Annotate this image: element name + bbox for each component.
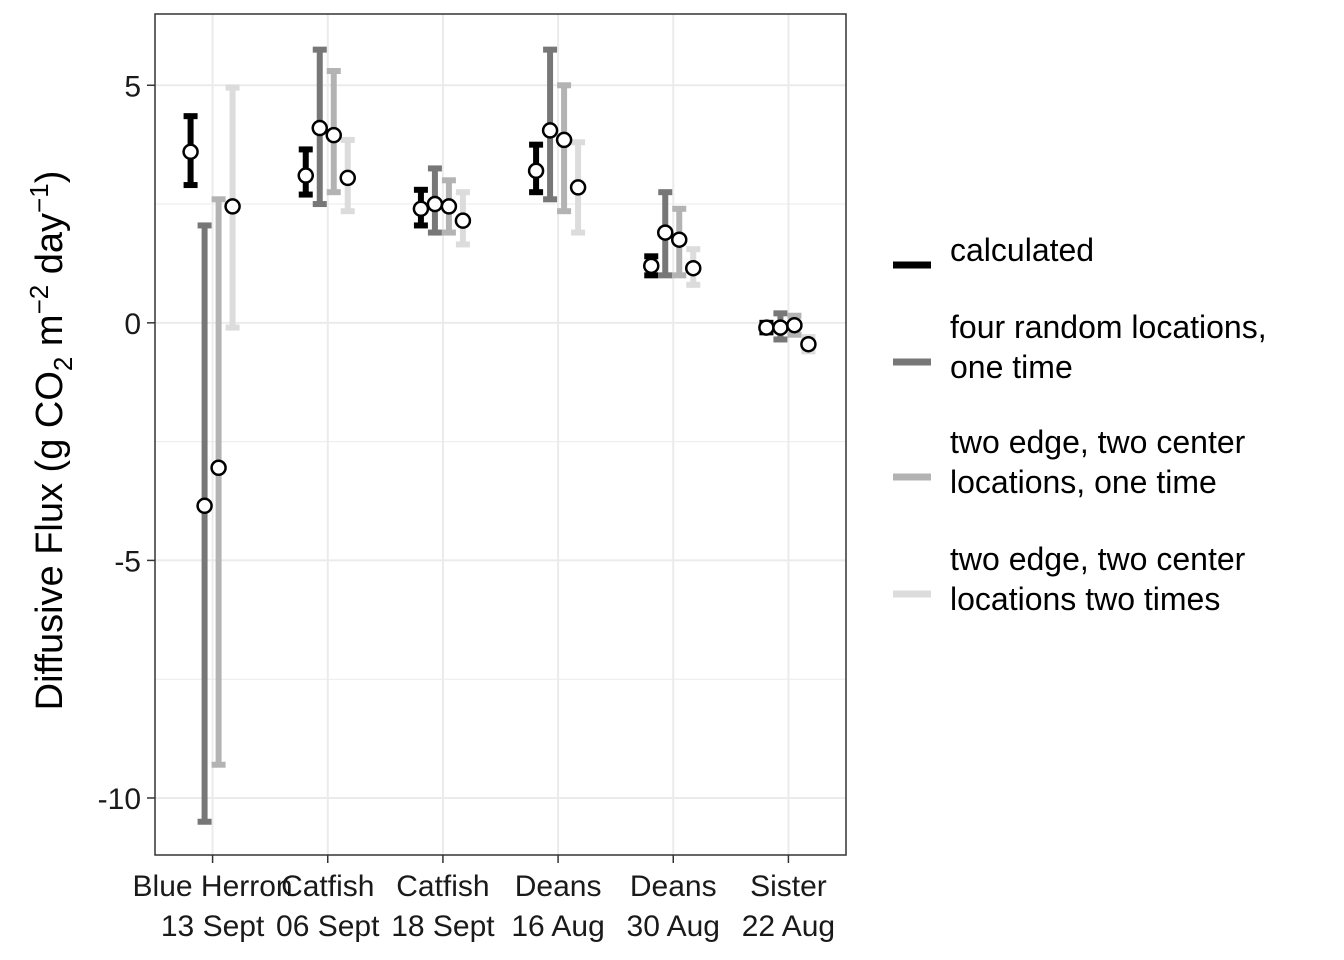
y-tick-label: -5 [114, 545, 141, 578]
mean-point [671, 231, 688, 248]
mean-point [786, 316, 803, 334]
x-tick-label: 16 Aug [511, 910, 604, 943]
mean-point [772, 319, 789, 336]
mean-point [685, 259, 702, 277]
mean-point [800, 335, 817, 353]
x-tick-label: Catfish [396, 870, 489, 903]
error-bars [182, 46, 817, 825]
mean-point [569, 179, 587, 196]
mean-point [643, 257, 660, 275]
mean-point [339, 169, 356, 187]
mean-point [657, 224, 674, 241]
grid-lines [155, 14, 846, 855]
mean-point [182, 143, 199, 161]
panel-border [154, 13, 847, 856]
mean-point [325, 126, 342, 144]
mean-point [454, 212, 472, 229]
axes: 5 0 -5 -10 Blue Herron 13 Sept Catfish 06 Sept C… [98, 70, 835, 943]
legend-label: four random locations, [950, 309, 1267, 345]
legend: calculated four random locations, one time… [893, 232, 1267, 617]
y-tick-label: 5 [124, 70, 141, 103]
x-tick-label: 06 Sept [276, 910, 380, 943]
x-tick-label: 30 Aug [627, 910, 720, 943]
x-tick-label: 22 Aug [742, 910, 835, 943]
legend-label: two edge, two center [950, 424, 1246, 460]
mean-point [196, 497, 213, 515]
y-tick-label: 0 [124, 308, 141, 341]
mean-point [758, 319, 775, 336]
x-tick-label: 13 Sept [161, 910, 265, 943]
mean-point [311, 119, 328, 137]
mean-point [297, 167, 314, 184]
legend-label: two edge, two center [950, 541, 1246, 577]
legend-label: calculated [950, 232, 1094, 268]
mean-point [527, 162, 545, 180]
legend-label: one time [950, 349, 1073, 385]
x-tick-label: Deans [515, 870, 602, 903]
mean-point [440, 198, 458, 215]
mean-point [210, 459, 227, 477]
y-tick-label: -10 [98, 783, 141, 816]
x-tick-label: Sister [750, 870, 827, 903]
y-axis-label: Diffusive Flux (g CO2 m−2 day−1) [24, 171, 78, 711]
x-tick-label: Deans [630, 870, 717, 903]
legend-label: locations, one time [950, 464, 1217, 500]
legend-label: locations two times [950, 581, 1220, 617]
mean-point [541, 122, 559, 139]
mean-point [555, 131, 573, 149]
x-tick-label: Catfish [281, 870, 374, 903]
x-tick-label: 18 Sept [391, 910, 495, 943]
mean-point [412, 200, 430, 218]
mean-point [426, 195, 444, 213]
x-tick-label: Blue Herron [133, 870, 293, 903]
mean-point [224, 198, 241, 215]
